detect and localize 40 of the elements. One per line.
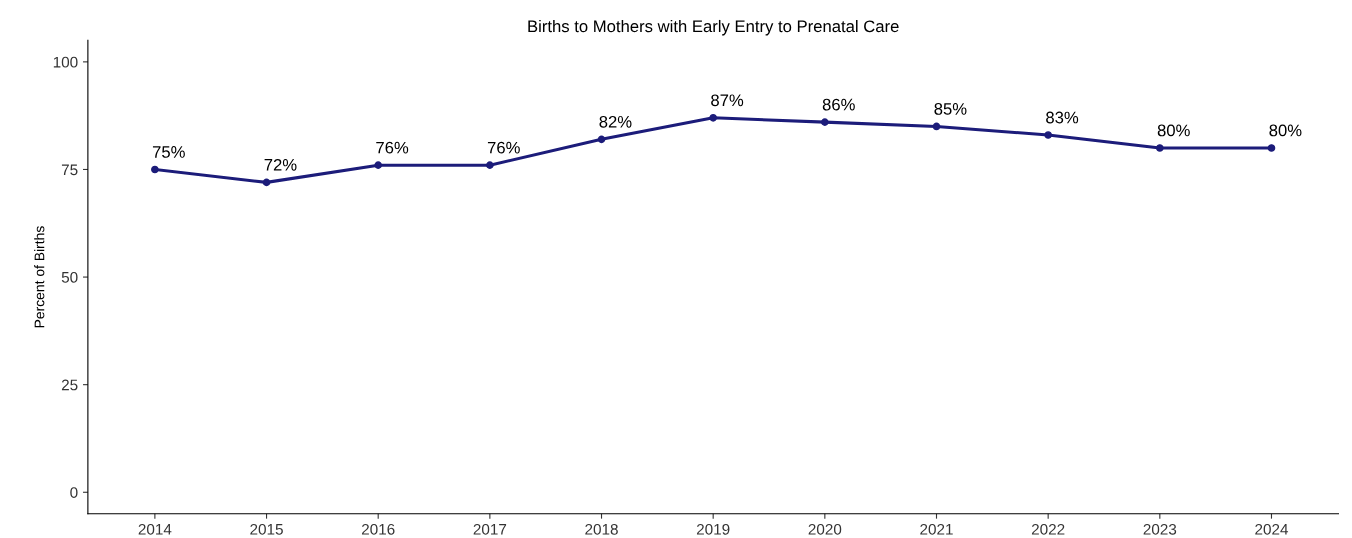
x-tick-label: 2014 (138, 523, 172, 535)
y-tick-label: 100 (53, 56, 78, 68)
point (1156, 144, 1164, 152)
data-label: 83% (1046, 111, 1079, 124)
x-tick-label: 2020 (808, 523, 842, 535)
data-label: 85% (934, 103, 967, 115)
point (1044, 131, 1052, 139)
data-label: 80% (1269, 124, 1302, 137)
x-tick-label: 2017 (473, 523, 507, 535)
data-label: 72% (264, 158, 297, 171)
point (262, 178, 271, 187)
chart-title: Births to Mothers with Early Entry to Prenatal Care (528, 19, 899, 36)
point (709, 114, 718, 122)
data-label: 82% (599, 115, 632, 128)
data-label: 86% (822, 98, 855, 111)
data-label: 87% (711, 94, 744, 107)
x-tick-label: 2015 (250, 523, 283, 535)
y-tick-label: 75 (61, 164, 78, 176)
x-tick-label: 2019 (696, 523, 730, 535)
point (821, 118, 829, 126)
data-label: 75% (152, 146, 185, 158)
data-label: 76% (376, 141, 409, 154)
x-tick-label: 2024 (1255, 523, 1289, 535)
x-tick-label: 2021 (920, 523, 953, 535)
point (374, 161, 383, 169)
y-axis-title: Percent of Births (34, 226, 45, 328)
x-tick-label: 2016 (361, 523, 395, 535)
point (151, 165, 159, 174)
data-label: 76% (487, 141, 520, 154)
data-label: 80% (1157, 124, 1190, 137)
point (486, 161, 494, 169)
x-tick-label: 2018 (585, 523, 618, 535)
point (932, 122, 941, 131)
point (1267, 144, 1276, 152)
y-tick-label: 25 (61, 379, 78, 391)
x-tick-label: 2023 (1143, 523, 1177, 535)
y-tick-label: 50 (61, 271, 78, 283)
y-tick-label: 0 (70, 487, 78, 498)
point (597, 135, 606, 144)
x-tick-label: 2022 (1031, 523, 1065, 535)
